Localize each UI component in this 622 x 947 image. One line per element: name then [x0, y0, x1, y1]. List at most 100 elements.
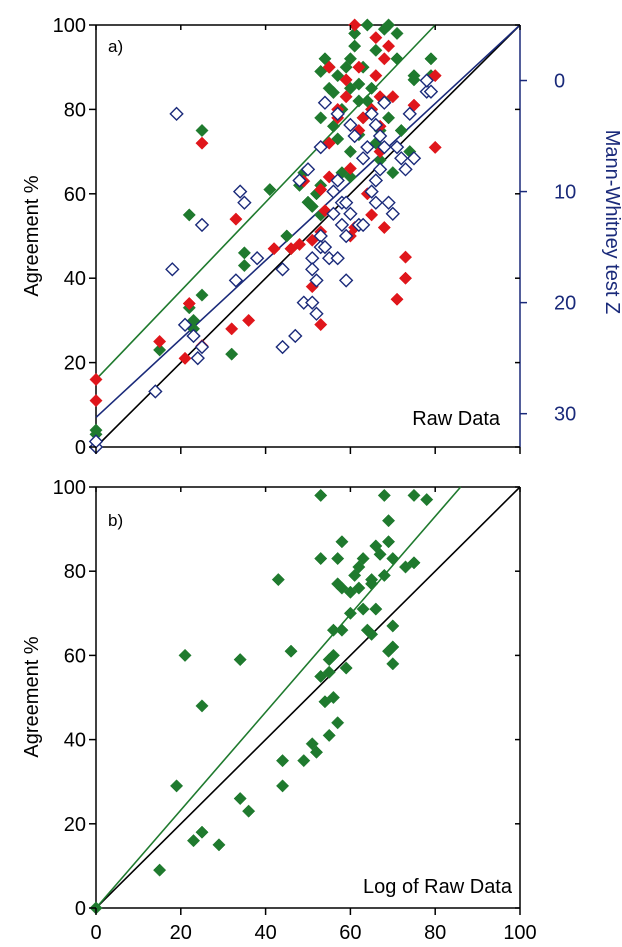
- panel-a-label: a): [108, 37, 123, 56]
- panel-a-point-navy-56: [377, 95, 392, 110]
- panel-a-point-green-60: [394, 123, 408, 138]
- panel-a-annotation: Raw Data: [412, 408, 501, 430]
- panel-a-point-navy-17: [292, 173, 307, 188]
- panel-a-y2tick-label-0: 0: [554, 71, 565, 93]
- panel-a-point-navy-45: [355, 217, 371, 233]
- panel-a-point-navy-47: [360, 139, 375, 155]
- panel-a-point-red-44: [382, 39, 396, 53]
- panel-b-point-green-15: [297, 754, 311, 768]
- panel-a-point-red-1: [89, 394, 103, 408]
- panel-a-point-navy-19: [300, 162, 316, 177]
- panel-a-point-red-5: [195, 136, 209, 150]
- panel-a-point-navy-52: [368, 195, 384, 210]
- panel-a-point-red-10: [267, 242, 281, 256]
- panel-b-point-green-7: [212, 838, 226, 852]
- panel-a-right-axis-title: Mann-Whitney test Z: [601, 130, 622, 315]
- panel-a-point-navy-60: [394, 151, 409, 166]
- panel-b-point-green-39: [352, 581, 366, 595]
- panel-a-point-green-64: [424, 52, 438, 66]
- panel-a-point-green-12: [263, 183, 277, 197]
- panel-a-point-green-63: [407, 73, 421, 87]
- panel-a-point-navy-23: [309, 273, 324, 288]
- panel-b-label: b): [108, 511, 123, 530]
- panel-a-point-red-9: [242, 313, 256, 327]
- panel-b-point-green-52: [382, 535, 396, 549]
- panel-a-point-navy-29: [317, 239, 333, 255]
- panel-b-point-green-40: [356, 602, 370, 616]
- panel-b-point-green-48: [373, 547, 387, 561]
- panel-a-point-navy-9: [194, 339, 210, 355]
- panel-a-point-green-37: [343, 170, 357, 184]
- panel-a-point-red-18: [314, 183, 328, 197]
- panel-b-point-green-44: [365, 627, 379, 641]
- panel-a-point-red-25: [339, 90, 353, 104]
- panel-b-point-green-51: [382, 514, 396, 528]
- panel-a-point-red-20: [322, 136, 336, 150]
- panel-a-point-navy-4: [169, 106, 184, 122]
- panel-a-point-red-48: [398, 271, 413, 285]
- panel-a-point-red-7: [225, 322, 239, 336]
- panel-a-point-navy-28: [317, 95, 333, 110]
- panel-b-point-green-3: [178, 648, 192, 662]
- panel-a-point-red-50: [428, 140, 442, 154]
- panel-a-point-red-31: [352, 60, 366, 74]
- panel-a-point-red-45: [386, 90, 400, 104]
- panel-a-point-navy-50: [368, 117, 384, 133]
- panel-b-fit-line-black: [95, 486, 521, 909]
- panel-b-point-green-30: [331, 716, 345, 730]
- panel-a-point-navy-13: [249, 251, 265, 266]
- panel-a-point-navy-2: [148, 384, 163, 399]
- panel-b-ytick-label-40: 40: [64, 730, 86, 752]
- panel-a-fit-line-navy: [95, 24, 521, 419]
- panel-b-point-green-41: [356, 552, 370, 566]
- panel-b-point-green-13: [276, 754, 290, 768]
- panel-a-point-navy-22: [305, 262, 320, 277]
- panel-a-point-red-21: [322, 60, 336, 74]
- panel-a-point-navy-3: [165, 262, 180, 277]
- panel-b-annotation: Log of Raw Data: [363, 876, 513, 898]
- panel-b-ytick-label-0: 0: [75, 898, 86, 920]
- panel-a-point-green-10: [237, 258, 251, 273]
- panel-a-point-green-11: [237, 246, 251, 260]
- panel-b-point-green-9: [233, 791, 247, 806]
- panel-b-point-green-45: [365, 577, 379, 591]
- panel-b-point-green-33: [335, 535, 349, 549]
- panel-a-point-navy-8: [194, 217, 210, 233]
- panel-b-point-green-59: [407, 488, 421, 502]
- panel-a-ytick-label-60: 60: [64, 184, 86, 206]
- panel-b-ytick-label-80: 80: [64, 561, 86, 583]
- panel-a-point-green-47: [365, 81, 379, 95]
- panel-a-point-red-37: [369, 31, 383, 45]
- panel-a-point-navy-57: [381, 195, 396, 210]
- panel-a-point-green-55: [382, 18, 396, 32]
- panel-a-point-navy-41: [343, 206, 358, 221]
- panel-a-point-green-27: [326, 85, 340, 100]
- panel-a-point-navy-59: [389, 139, 405, 155]
- panel-a-point-navy-39: [338, 195, 354, 210]
- panel-b-point-green-47: [369, 602, 383, 616]
- panel-a-point-navy-11: [232, 184, 248, 199]
- panel-a-point-navy-54: [372, 128, 388, 144]
- panel-b-point-green-14: [284, 644, 298, 658]
- panel-a-point-red-46: [390, 292, 404, 306]
- panel-b-point-green-22: [322, 665, 336, 679]
- panel-b-point-green-31: [335, 581, 349, 595]
- panel-b-xtick-label-0: 0: [90, 922, 101, 944]
- panel-a-fit-line-green: [95, 24, 436, 381]
- panel-b-point-green-18: [314, 488, 328, 502]
- panel-b-xtick-label-100: 100: [503, 922, 536, 944]
- panel-a-point-green-56: [382, 111, 396, 125]
- panel-a-ytick-label-100: 100: [53, 15, 86, 37]
- panel-a-point-navy-24: [309, 306, 324, 321]
- panel-a-ytick-label-40: 40: [64, 268, 86, 290]
- panel-a-point-red-12: [292, 237, 307, 251]
- panel-a-point-red-42: [377, 52, 391, 66]
- panel-b-point-green-24: [322, 728, 336, 742]
- panel-b-point-green-1: [153, 863, 167, 877]
- panel-a-y2tick-label-20: 20: [554, 293, 576, 315]
- panel-a-ytick-label-0: 0: [75, 437, 86, 459]
- panel-b-point-green-5: [195, 699, 209, 713]
- panel-a-y2tick-label-10: 10: [554, 182, 576, 204]
- panel-a-point-navy-49: [364, 184, 379, 199]
